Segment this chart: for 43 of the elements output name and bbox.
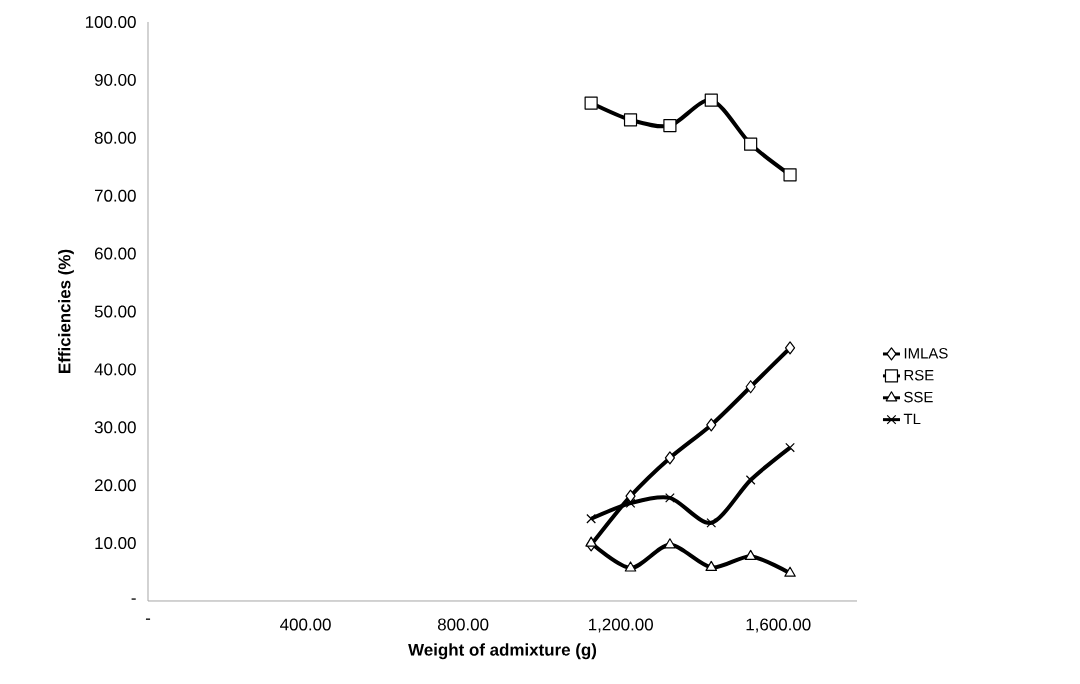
point xyxy=(744,549,757,560)
x-tick-label: 1,600.00 xyxy=(746,618,811,633)
point xyxy=(706,418,717,432)
legend-label: TL xyxy=(903,413,921,425)
x-tick-label: 1,200.00 xyxy=(589,618,653,633)
point xyxy=(586,513,596,524)
point xyxy=(625,489,636,503)
point xyxy=(705,560,718,571)
point xyxy=(585,536,597,547)
y-tick-label: - xyxy=(131,598,136,600)
point xyxy=(664,451,676,465)
y-tick-label: 60.00 xyxy=(94,247,136,260)
point xyxy=(664,538,676,549)
y-tick-label: 20.00 xyxy=(94,479,136,492)
legend-label: SSE xyxy=(904,391,933,403)
point xyxy=(584,96,598,110)
y-tick-label: 10.00 xyxy=(95,537,136,550)
legend-label: RSE xyxy=(904,369,934,381)
y-axis-title: Efficiencies (%) xyxy=(58,249,74,373)
y-tick-label: 100.00 xyxy=(85,15,136,28)
y-tick-label: 80.00 xyxy=(94,131,136,144)
point xyxy=(784,566,796,577)
y-tick-label: 70.00 xyxy=(94,189,136,202)
x-tick-label: - xyxy=(145,618,151,620)
point xyxy=(744,137,758,151)
point xyxy=(706,517,717,528)
point xyxy=(784,341,796,355)
point xyxy=(623,113,638,127)
point xyxy=(624,561,637,572)
y-tick-label: 90.00 xyxy=(94,73,136,86)
x-tick-label: 800.00 xyxy=(437,618,489,631)
legend-label: IMLAS xyxy=(904,348,948,359)
y-tick-label: 40.00 xyxy=(94,363,136,376)
point xyxy=(783,168,797,182)
point xyxy=(785,442,795,453)
point xyxy=(745,380,756,394)
point xyxy=(665,493,675,503)
x-tick-label: 400.00 xyxy=(280,618,331,631)
y-tick-label: 30.00 xyxy=(94,421,136,434)
point xyxy=(663,119,677,133)
x-axis-title: Weight of admixture (g) xyxy=(408,643,597,660)
y-tick-label: 50.00 xyxy=(94,305,136,318)
point xyxy=(704,93,718,107)
